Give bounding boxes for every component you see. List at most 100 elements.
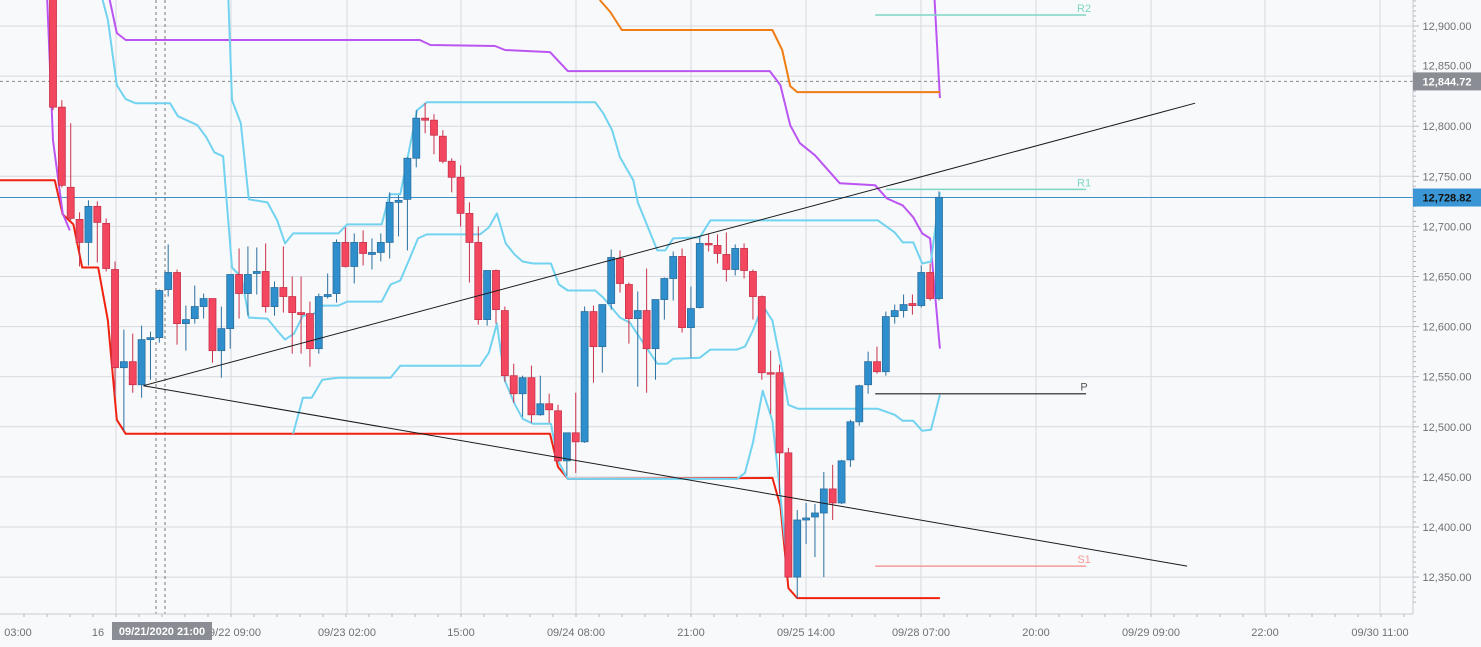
candle[interactable] xyxy=(314,293,323,354)
candle[interactable] xyxy=(128,333,137,393)
candle[interactable] xyxy=(757,295,766,380)
candle[interactable] xyxy=(731,244,740,276)
candle[interactable] xyxy=(873,346,881,374)
candle[interactable] xyxy=(766,350,775,414)
candle[interactable] xyxy=(173,269,181,345)
candle[interactable] xyxy=(607,249,616,310)
candle[interactable] xyxy=(890,304,899,324)
candle[interactable] xyxy=(554,404,562,462)
candle[interactable] xyxy=(660,277,669,320)
lower-trend-line[interactable] xyxy=(143,385,1188,567)
candle[interactable] xyxy=(935,191,943,301)
candle[interactable] xyxy=(625,282,633,344)
candle[interactable] xyxy=(749,269,757,320)
candle[interactable] xyxy=(84,200,93,266)
candle[interactable] xyxy=(137,325,146,398)
candle[interactable] xyxy=(75,212,84,267)
candle[interactable] xyxy=(181,305,190,351)
candle[interactable] xyxy=(775,364,784,494)
candle[interactable] xyxy=(376,233,385,262)
candle[interactable] xyxy=(447,158,456,193)
candle[interactable] xyxy=(323,273,332,299)
candle[interactable] xyxy=(252,247,261,295)
channel-middle-line[interactable] xyxy=(101,0,941,432)
candle[interactable] xyxy=(403,157,412,251)
candle[interactable] xyxy=(279,246,288,313)
candle[interactable] xyxy=(199,293,208,319)
upper-trend-line[interactable] xyxy=(143,102,1196,387)
candle[interactable] xyxy=(527,365,536,423)
candle[interactable] xyxy=(297,276,305,354)
candle[interactable] xyxy=(580,306,589,443)
candle[interactable] xyxy=(341,227,350,268)
candle[interactable] xyxy=(722,232,731,282)
support-line[interactable] xyxy=(0,179,940,600)
candle[interactable] xyxy=(669,251,678,301)
candle[interactable] xyxy=(713,234,722,264)
candle[interactable] xyxy=(704,233,713,252)
orange-line[interactable] xyxy=(598,0,940,94)
candle[interactable] xyxy=(155,289,164,343)
candle[interactable] xyxy=(589,305,598,383)
candle[interactable] xyxy=(430,114,438,155)
candle[interactable] xyxy=(57,100,66,188)
candle[interactable] xyxy=(828,464,837,520)
candle[interactable] xyxy=(456,165,465,227)
candle[interactable] xyxy=(244,246,252,316)
candle[interactable] xyxy=(359,230,368,266)
candle[interactable] xyxy=(793,509,802,599)
candle[interactable] xyxy=(483,270,492,326)
candle[interactable] xyxy=(385,192,394,259)
candle[interactable] xyxy=(651,299,660,380)
candle[interactable] xyxy=(855,384,864,426)
candle[interactable] xyxy=(49,0,57,111)
candle[interactable] xyxy=(146,331,155,380)
candle[interactable] xyxy=(102,218,111,272)
candle[interactable] xyxy=(465,202,474,283)
candle[interactable] xyxy=(288,276,297,354)
candle[interactable] xyxy=(412,110,421,168)
candle[interactable] xyxy=(926,263,935,301)
plot-area[interactable]: R2 R1 P S1 xyxy=(0,0,1413,614)
channel-upper-line[interactable] xyxy=(227,0,941,265)
candle[interactable] xyxy=(846,419,855,467)
candle[interactable] xyxy=(306,301,314,367)
candle[interactable] xyxy=(509,363,518,403)
candle[interactable] xyxy=(545,393,554,423)
candle[interactable] xyxy=(881,311,890,376)
candle[interactable] xyxy=(633,291,642,387)
candle[interactable] xyxy=(111,261,119,396)
candle[interactable] xyxy=(164,244,173,297)
candle[interactable] xyxy=(119,329,128,431)
candle[interactable] xyxy=(500,306,509,382)
candle[interactable] xyxy=(678,248,686,333)
candle[interactable] xyxy=(474,226,483,325)
candle[interactable] xyxy=(571,392,580,473)
candle[interactable] xyxy=(811,503,819,558)
candle[interactable] xyxy=(740,243,748,279)
purple-line-c[interactable] xyxy=(933,0,941,99)
candle[interactable] xyxy=(421,103,430,134)
candle[interactable] xyxy=(261,243,270,313)
candle[interactable] xyxy=(802,502,810,545)
candle[interactable] xyxy=(687,286,695,358)
candle[interactable] xyxy=(226,274,235,349)
candle[interactable] xyxy=(642,268,651,393)
candle[interactable] xyxy=(562,432,571,476)
candle[interactable] xyxy=(394,195,403,237)
channel-lower-line[interactable] xyxy=(292,322,790,577)
candle[interactable] xyxy=(350,233,359,284)
candle[interactable] xyxy=(784,447,793,578)
candle[interactable] xyxy=(190,285,199,324)
candle[interactable] xyxy=(332,239,341,303)
candle[interactable] xyxy=(695,237,704,309)
candle[interactable] xyxy=(899,294,908,318)
purple-line-b[interactable] xyxy=(108,0,941,349)
candle[interactable] xyxy=(217,306,226,378)
candle[interactable] xyxy=(908,294,917,315)
candle[interactable] xyxy=(536,375,545,416)
candle[interactable] xyxy=(518,375,527,417)
candle[interactable] xyxy=(235,248,243,319)
candle[interactable] xyxy=(837,459,846,504)
